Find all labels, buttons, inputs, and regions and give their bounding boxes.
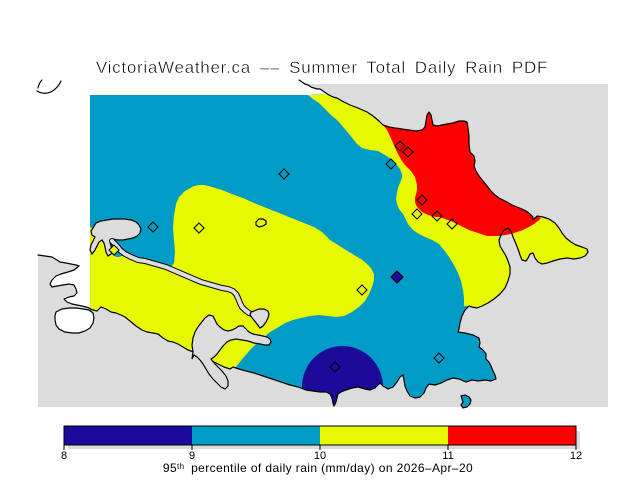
svg-text:95th percentile of daily rain: 95th percentile of daily rain (mm/day) o… xyxy=(163,461,473,475)
svg-text:11: 11 xyxy=(442,450,453,462)
svg-text:9: 9 xyxy=(189,450,195,462)
svg-text:8: 8 xyxy=(61,450,67,462)
svg-text:12: 12 xyxy=(570,450,582,462)
svg-text:10: 10 xyxy=(314,450,326,462)
svg-text:VictoriaWeather.ca –– Summer T: VictoriaWeather.ca –– Summer Total Daily… xyxy=(96,58,548,77)
